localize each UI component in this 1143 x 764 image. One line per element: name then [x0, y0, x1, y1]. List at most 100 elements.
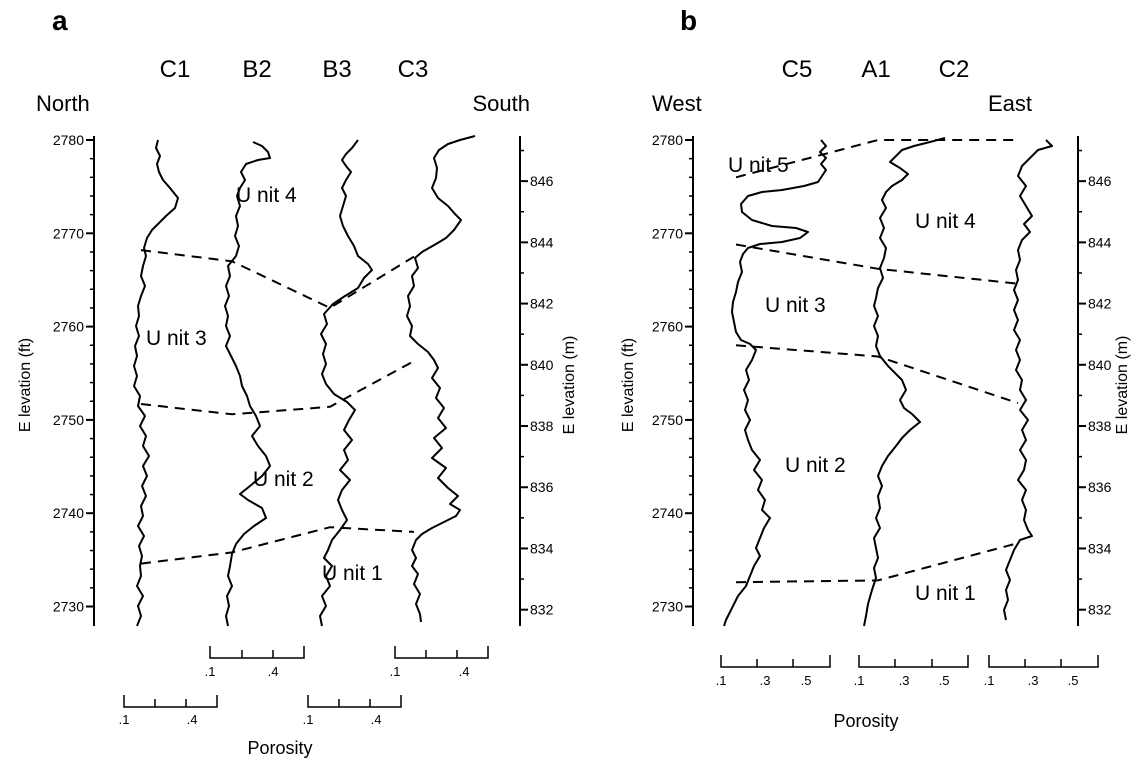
y-tick-label-right: 834: [1088, 540, 1112, 556]
porosity-log-b3: [319, 139, 373, 627]
panel-letter-b: b: [680, 5, 697, 36]
direction-left-a: North: [36, 91, 90, 116]
y-tick-label-left: 2730: [53, 599, 84, 615]
y-tick-label-right: 840: [1088, 357, 1112, 373]
y-tick-label-right: 836: [1088, 479, 1112, 495]
direction-right-b: East: [988, 91, 1032, 116]
unit-boundary-line: [140, 249, 415, 310]
y-tick-label-right: 842: [530, 296, 554, 312]
axes-a: 2780 2770 2760 2750 2740 2730 846 844 842 840 838 8…: [53, 132, 554, 626]
y-tick-label-right: 838: [1088, 418, 1112, 434]
unit-boundaries-a: [140, 249, 415, 565]
well-label-c1: C1: [160, 56, 191, 83]
scale-tick: .1: [205, 664, 216, 679]
unit-boundary-line: [735, 344, 1019, 405]
unit-label-5-b: U nit 5: [728, 154, 789, 177]
log-traces-b: [723, 137, 1053, 627]
unit-label-1-b: U nit 1: [915, 582, 976, 605]
unit-label-4-b: U nit 4: [915, 210, 976, 233]
y-tick-label-right: 832: [1088, 602, 1112, 618]
scale-tick: .5: [1068, 673, 1079, 688]
y-tick-label-right: 836: [530, 479, 554, 495]
scale-tick: .1: [119, 712, 130, 727]
porosity-scale-a1: .1 .3 .5: [854, 655, 969, 688]
scale-tick: .1: [984, 673, 995, 688]
scale-tick: .5: [939, 673, 950, 688]
scale-tick: .1: [303, 712, 314, 727]
y-tick-label-right: 844: [1088, 234, 1112, 250]
y-tick-label-left: 2760: [53, 319, 84, 335]
well-label-c5: C5: [782, 56, 813, 83]
porosity-log-b2: [224, 141, 271, 627]
porosity-scale-c1: .1 .4: [119, 695, 218, 727]
y-tick-label-left: 2750: [652, 412, 683, 428]
x-axis-label-b: Porosity: [833, 711, 898, 731]
well-label-b2: B2: [242, 56, 271, 83]
y-tick-label-left: 2760: [652, 319, 683, 335]
unit-label-3-a: U nit 3: [146, 327, 207, 350]
well-label-b3: B3: [322, 56, 351, 83]
y-axis-right-label-b: E levation (m): [1114, 336, 1131, 435]
porosity-scale-c5: .1 .3 .5: [716, 655, 831, 688]
y-tick-label-right: 838: [530, 418, 554, 434]
scale-tick: .4: [371, 712, 382, 727]
y-tick-label-left: 2730: [652, 599, 683, 615]
well-label-a1: A1: [861, 56, 890, 83]
unit-boundary-line: [735, 243, 1019, 285]
unit-boundary-line: [140, 526, 415, 565]
y-tick-label-right: 834: [530, 540, 554, 556]
direction-left-b: West: [652, 91, 702, 116]
y-axis-left-label-b: E levation (ft): [620, 338, 637, 432]
y-tick-label-right: 844: [530, 234, 554, 250]
y-axis-right-label-a: E levation (m): [561, 336, 578, 435]
axes-b: 2780 2770 2760 2750 2740 2730 846 844 842 840 838 8…: [652, 132, 1112, 626]
porosity-scale-b2: .1 .4: [205, 646, 305, 679]
porosity-scale-c2: .1 .3 .5: [984, 655, 1099, 688]
porosity-log-c2: [1003, 139, 1053, 621]
scale-tick: .5: [801, 673, 812, 688]
scale-tick: .1: [854, 673, 865, 688]
y-axis-left-label-a: E levation (ft): [17, 338, 34, 432]
panel-a: a C1 B2 B3 C3 North South 27802770276027…: [17, 5, 578, 758]
scale-tick: .3: [1028, 673, 1039, 688]
y-tick-label-right: 846: [1088, 173, 1112, 189]
y-tick-label-right: 846: [530, 173, 554, 189]
y-tick-label-left: 2770: [53, 225, 84, 241]
scale-tick: .3: [899, 673, 910, 688]
scale-tick: .3: [760, 673, 771, 688]
panel-b: b C5 A1 C2 West East 2780 2770 2760 2750 274…: [620, 5, 1131, 731]
porosity-scale-b3: .1 .4: [303, 695, 402, 727]
well-label-c2: C2: [939, 56, 970, 83]
well-label-c3: C3: [398, 56, 429, 83]
scale-tick: .4: [187, 712, 198, 727]
x-axis-label-a: Porosity: [247, 738, 312, 758]
unit-label-4-a: U nit 4: [236, 184, 297, 207]
porosity-log-c3: [406, 135, 476, 623]
scale-tick: .1: [716, 673, 727, 688]
scale-tick: .4: [459, 664, 470, 679]
y-tick-label-right: 832: [530, 602, 554, 618]
y-tick-label-left: 2750: [53, 412, 84, 428]
y-tick-label-left: 2770: [652, 225, 683, 241]
unit-label-1-a: U nit 1: [322, 562, 383, 585]
unit-boundary-line: [140, 360, 415, 416]
porosity-scale-c3: .1 .4: [390, 646, 489, 679]
unit-boundary-line: [735, 139, 1018, 179]
log-traces-a: [133, 135, 476, 627]
scale-tick: .4: [268, 664, 279, 679]
panel-letter-a: a: [52, 5, 68, 36]
y-tick-label-right: 842: [1088, 296, 1112, 312]
y-tick-label-left: 2740: [652, 505, 683, 521]
y-tick-label-right: 840: [530, 357, 554, 373]
y-tick-label-left: 2780: [652, 132, 683, 148]
unit-boundary-line: [735, 542, 1019, 584]
porosity-log-c5: [723, 139, 827, 627]
porosity-log-c1: [133, 139, 179, 627]
y-tick-label-left: 2780: [53, 132, 84, 148]
unit-label-2-a: U nit 2: [253, 468, 314, 491]
porosity-log-a1: [863, 137, 946, 627]
unit-boundaries-b: [735, 139, 1019, 584]
unit-label-2-b: U nit 2: [785, 454, 846, 477]
y-tick-label-left: 2740: [53, 505, 84, 521]
